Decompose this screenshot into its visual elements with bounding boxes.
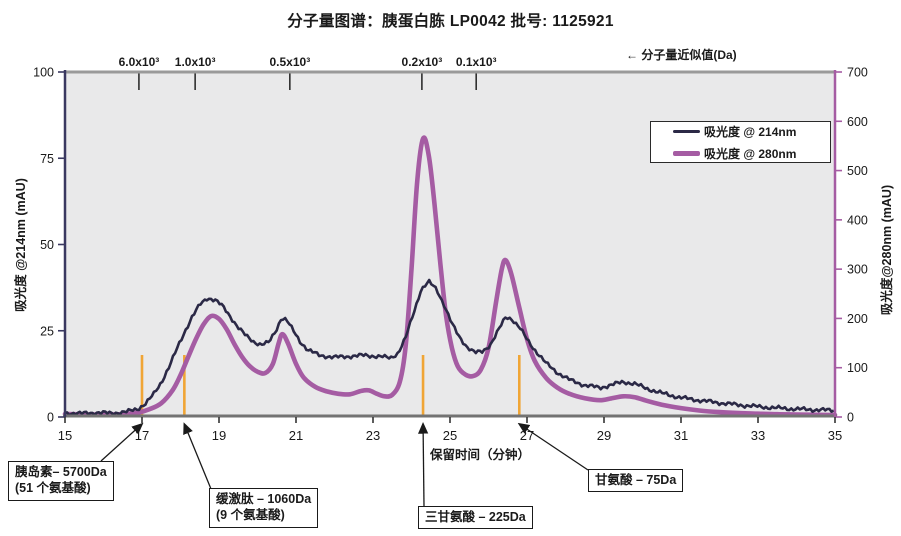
y-axis-title-214nm: 吸光度 @214nm (mAU) (14, 178, 28, 312)
page-title: 分子量图谱：胰蛋白胨 LP0042 批号: 1125921 (287, 13, 614, 30)
x-tick-label: 33 (751, 428, 765, 443)
molecular-weight-note: ← 分子量近似值(Da) (626, 48, 737, 62)
mw-tick-label: 1.0x10³ (175, 55, 216, 69)
curve-214nm (64, 278, 835, 417)
legend-label-280nm: 吸光度 @ 280nm (704, 146, 797, 161)
mw-tick-label: 0.2x10³ (402, 55, 443, 69)
mw-tick-label: 6.0x10³ (119, 55, 160, 69)
annotation-insulin: 胰岛素– 5700Da (51 个氨基酸) (8, 461, 114, 501)
mw-tick-label: 0.1x10³ (456, 55, 497, 69)
right-tick-label: 300 (847, 263, 868, 277)
left-tick-label: 25 (40, 324, 54, 338)
curve-280nm (62, 135, 838, 418)
annotation-arrow (183, 422, 212, 490)
right-tick-label: 200 (847, 312, 868, 326)
x-tick-label: 29 (597, 428, 611, 443)
left-tick-label: 100 (33, 66, 54, 80)
x-tick-label: 21 (289, 428, 303, 443)
legend-box: 吸光度 @ 214nm 吸光度 @ 280nm (650, 121, 831, 163)
annotation-glycine-line1: 甘氨酸 – 75Da (595, 473, 677, 487)
right-tick-label: 0 (847, 411, 854, 425)
x-tick-label: 17 (135, 428, 149, 443)
right-tick-label: 500 (847, 164, 868, 178)
annotation-bradykinin-line2: (9 个氨基酸) (216, 508, 285, 523)
left-tick-label: 75 (40, 152, 54, 166)
y-axis-title-280nm: 吸光度@280nm (mAU) (880, 184, 894, 316)
legend-label-214nm: 吸光度 @ 214nm (704, 124, 797, 139)
annotation-glycine: 甘氨酸 – 75Da (588, 469, 684, 493)
x-tick-label: 15 (58, 428, 72, 443)
legend-item-214nm: 吸光度 @ 214nm (673, 123, 830, 140)
annotation-triglycine-line1: 三甘氨酸 – 225Da (425, 510, 526, 524)
right-tick-label: 600 (847, 115, 868, 129)
x-tick-label: 35 (828, 428, 842, 443)
x-axis-title: 保留时间（分钟） (429, 448, 530, 462)
legend-swatch-280nm (673, 150, 700, 156)
annotation-insulin-line2: (51 个氨基酸) (15, 481, 91, 496)
x-tick-label: 27 (520, 428, 534, 443)
left-tick-label: 0 (47, 411, 54, 425)
x-tick-label: 25 (443, 428, 457, 443)
annotation-arrow (417, 422, 429, 507)
annotation-triglycine: 三甘氨酸 – 225Da (418, 506, 533, 530)
mw-tick-label: 0.5x10³ (269, 55, 310, 69)
x-tick-label: 19 (212, 428, 226, 443)
x-tick-label: 23 (366, 428, 380, 443)
left-tick-label: 50 (40, 238, 54, 252)
annotation-arrow (517, 422, 589, 471)
right-tick-label: 400 (847, 213, 868, 227)
right-tick-label: 100 (847, 361, 868, 375)
annotation-insulin-line1: 胰岛素– 5700Da (15, 465, 107, 479)
right-tick-label: 700 (847, 66, 868, 80)
x-tick-label: 31 (674, 428, 688, 443)
annotation-bradykinin: 缓激肽 – 1060Da (9 个氨基酸) (209, 488, 319, 528)
legend-item-280nm: 吸光度 @ 280nm (673, 145, 830, 162)
annotation-bradykinin-line1: 缓激肽 – 1060Da (216, 492, 312, 506)
legend-swatch-214nm (673, 129, 700, 133)
annotation-arrow (100, 422, 144, 462)
